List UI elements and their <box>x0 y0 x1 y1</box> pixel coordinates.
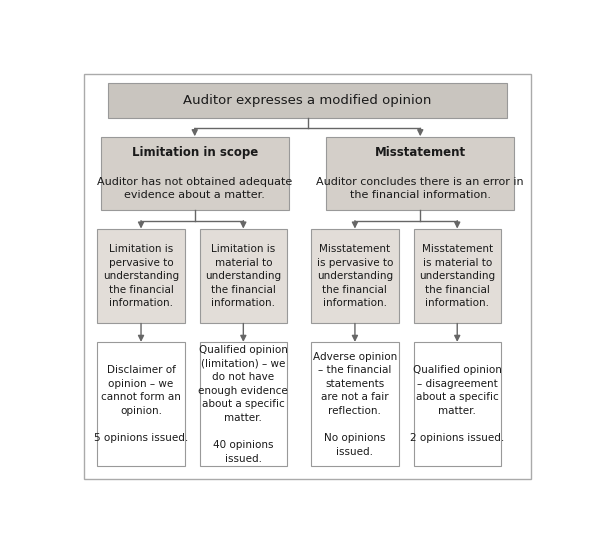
FancyBboxPatch shape <box>413 229 501 324</box>
FancyBboxPatch shape <box>311 342 398 466</box>
Text: Auditor expresses a modified opinion: Auditor expresses a modified opinion <box>184 94 431 107</box>
FancyBboxPatch shape <box>97 342 185 466</box>
FancyBboxPatch shape <box>97 229 185 324</box>
Text: Auditor has not obtained adequate
evidence about a matter.: Auditor has not obtained adequate eviden… <box>97 177 292 200</box>
FancyBboxPatch shape <box>413 342 501 466</box>
Text: Disclaimer of
opinion – we
cannot form an
opinion.

5 opinions issued.: Disclaimer of opinion – we cannot form a… <box>94 365 188 443</box>
Text: Limitation is
pervasive to
understanding
the financial
information.: Limitation is pervasive to understanding… <box>103 244 179 308</box>
FancyBboxPatch shape <box>200 229 287 324</box>
Text: Limitation in scope: Limitation in scope <box>131 146 258 159</box>
FancyBboxPatch shape <box>200 342 287 466</box>
FancyBboxPatch shape <box>326 137 514 210</box>
Text: Qualified opinion
– disagreement
about a specific
matter.

2 opinions issued.: Qualified opinion – disagreement about a… <box>410 365 505 443</box>
Text: Adverse opinion
– the financial
statements
are not a fair
reflection.

No opinio: Adverse opinion – the financial statemen… <box>313 352 397 457</box>
Text: Misstatement
is pervasive to
understanding
the financial
information.: Misstatement is pervasive to understandi… <box>317 244 393 308</box>
Text: Misstatement: Misstatement <box>375 146 466 159</box>
Text: Auditor concludes there is an error in
the financial information.: Auditor concludes there is an error in t… <box>316 177 524 200</box>
FancyBboxPatch shape <box>107 83 508 118</box>
Text: Qualified opinion
(limitation) – we
do not have
enough evidence
about a specific: Qualified opinion (limitation) – we do n… <box>199 345 288 464</box>
FancyBboxPatch shape <box>311 229 398 324</box>
FancyBboxPatch shape <box>101 137 289 210</box>
Text: Limitation is
material to
understanding
the financial
information.: Limitation is material to understanding … <box>205 244 281 308</box>
Text: Misstatement
is material to
understanding
the financial
information.: Misstatement is material to understandin… <box>419 244 495 308</box>
